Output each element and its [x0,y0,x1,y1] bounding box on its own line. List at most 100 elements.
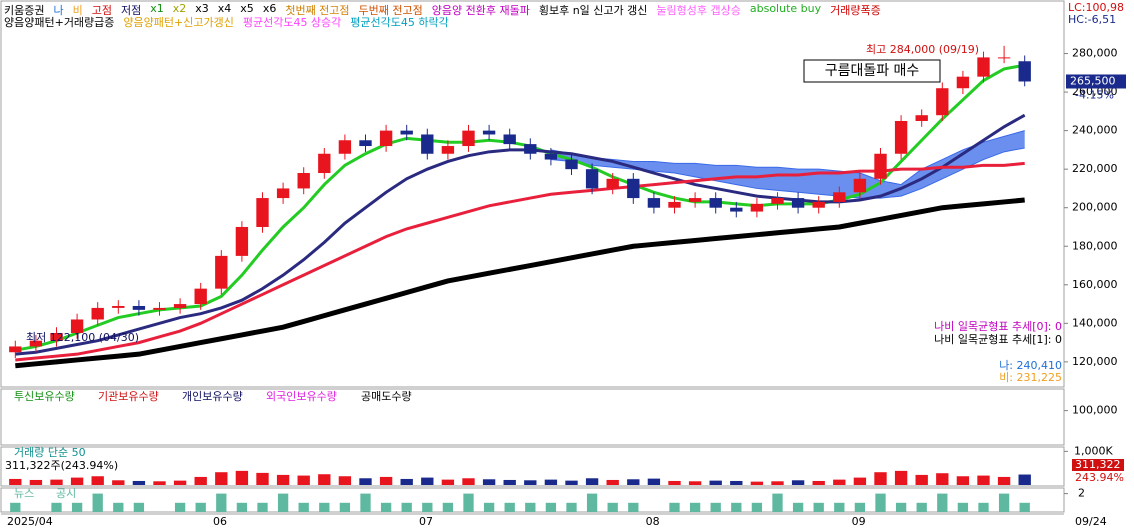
news-bar [71,502,83,512]
news-bar [133,502,145,512]
candle-body [421,134,434,154]
news-bar [422,502,433,512]
news-bar [401,502,412,512]
candle-body [359,140,372,147]
y-tick-label: 240,000 [1072,124,1118,137]
volume-bar [668,480,681,485]
news-bar [937,493,948,512]
candle-body [132,305,146,310]
indicator-legend-row-1: 키움증권 나 비 고점 저점 x1 x2 x3 x4 x5 x6 첫번째 전고점 두번째 전고점 양음양 … [4,2,881,18]
candle-body [194,288,207,305]
volume-bar [421,477,434,485]
indicator-legend: 나비 일목균형표 추세[1]: 0 [934,332,1062,346]
indicator-label: x3 [195,2,209,15]
candle-body [750,203,764,212]
news-bar [607,502,618,512]
indicator-label: 고점 [91,4,112,17]
candle-body [771,198,784,204]
candle-body [9,346,22,353]
moving-average [15,197,1025,369]
y-tick-label: 140,000 [1072,316,1118,329]
candle-body [1018,61,1031,82]
news-bar [257,502,268,512]
volume-bar [173,480,187,485]
news-bar [51,502,62,512]
price-tag-label: 265,500 [1070,74,1116,87]
candle-body [565,159,578,170]
indicator-label: 거래량폭증 [830,4,881,17]
y-tick-label: 2 [1078,487,1085,500]
candle-body [441,146,455,154]
volume-bar [894,470,908,485]
volume-bar [1018,474,1031,485]
news-bar [174,502,186,512]
volume-bar [771,481,784,485]
candle-body [956,76,970,89]
news-bar [463,493,474,512]
cloud-line [550,147,1025,199]
candle-body [70,319,84,333]
volume-bar [585,478,599,485]
news-bar [319,502,330,512]
y-tick-label: 100,000 [1072,404,1118,417]
volume-bar [503,479,516,485]
news-bar [360,493,371,512]
candle-body [482,130,496,135]
indicator-legend-row-2: 양음양패턴+거래량급증 양음양패턴+신고가갱신 평균선각도45 상승각 평균선각도45… [4,14,449,30]
news-bar [586,493,598,512]
news-bar [978,502,989,512]
y-tick-label: 220,000 [1072,162,1118,175]
volume-bar [318,474,331,485]
news-bar [10,502,21,512]
news-bar [875,493,886,512]
candle-body [688,198,702,202]
candle-body [112,305,125,308]
volume-bar [9,478,22,485]
news-bar [339,502,351,512]
news-bar [525,502,536,512]
x-tick-label: 06 [213,515,227,528]
investor-legend: 기관보유수량 [98,390,159,403]
candle-body [462,130,475,147]
candle-body [50,332,63,341]
volume-bar [627,479,640,485]
indicator-label: x5 [240,2,254,15]
candle-body [173,304,187,308]
hc-label: HC:-6,51 [1068,13,1116,26]
investor-legend: 개인보유수량 [182,390,243,403]
news-bar [236,502,248,512]
y-tick-label: 280,000 [1072,47,1118,60]
indicator-legend: 나: 240,410 [999,359,1062,372]
news-bar [772,493,783,512]
candle-body [29,340,43,347]
volume-bar [482,479,496,485]
candle-body [977,57,990,77]
volume-bar [606,479,619,485]
news-bar [195,502,206,512]
volume-bar [853,477,867,485]
indicator-legend: 나비 일목균형표 추세[0]: 0 [934,319,1062,333]
volume-bar [50,479,63,485]
candle-body [524,144,537,154]
cloud-line [550,130,1025,186]
x-tick-label: 09 [852,515,866,528]
news-bar [298,502,309,512]
volume-bar [29,479,43,485]
news-bar [669,502,680,512]
volume-bar [812,480,825,485]
volume-bar [338,476,352,485]
volume-title: 거래량 단순 50 [14,446,86,459]
indicator-legend: 비: 231,225 [999,371,1062,384]
candle-body [297,173,310,189]
news-bar [998,493,1010,512]
x-tick-label: 2025/04 [7,515,53,528]
news-label: 뉴스 [14,487,34,500]
news-label: 공시 [56,487,76,500]
indicator-label: 키움증권 [4,4,45,17]
volume-tag-label: 311,322 [1075,458,1121,471]
volume-bar [235,470,249,485]
indicator-label: 두번째 전고점 [358,4,423,17]
news-bar [731,502,742,512]
